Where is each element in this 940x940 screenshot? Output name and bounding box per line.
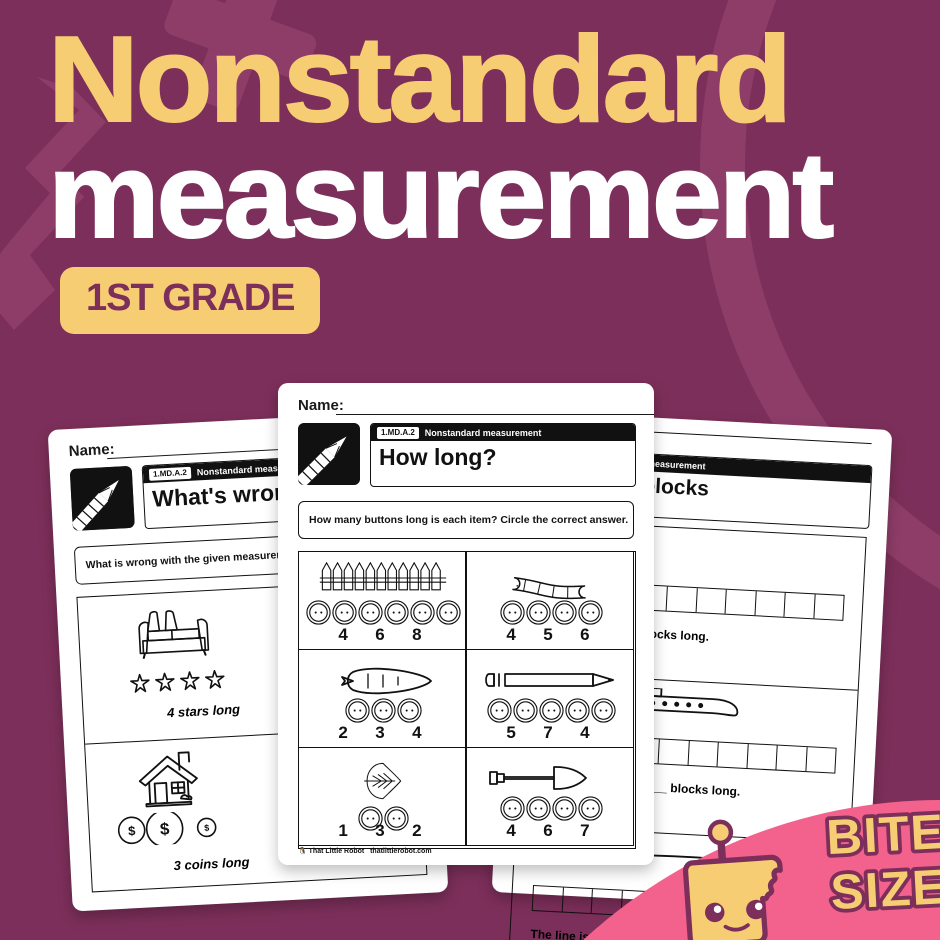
svg-text:$: $ — [128, 823, 137, 838]
svg-text:$: $ — [159, 819, 170, 838]
svg-text:BITE: BITE — [825, 805, 940, 865]
svg-text:$: $ — [204, 823, 210, 833]
svg-text:SIZE: SIZE — [829, 860, 940, 920]
